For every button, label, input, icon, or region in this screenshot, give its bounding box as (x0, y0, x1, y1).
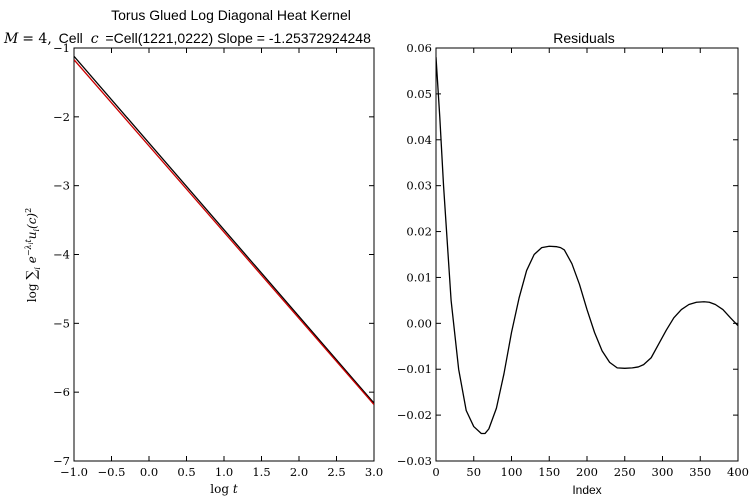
ylabel-part: (c) (25, 213, 39, 229)
left-xtick-label: 2.5 (327, 465, 345, 479)
left-xtick-label: 1.0 (215, 465, 233, 479)
left-xlabel: log t (210, 482, 238, 496)
right-chart-title: Residuals (553, 30, 614, 46)
right-xtick-label: 250 (614, 465, 636, 479)
left-xtick-label: −1.0 (60, 465, 88, 479)
right-xtick-label: 350 (689, 465, 711, 479)
right-ytick-label: −0.03 (397, 454, 432, 468)
left-axes-ticks: −1.0 −0.5 0.0 0.5 1.0 1.5 2.0 2.5 3.0 −1 −2 −3 −4 −5 −… (53, 41, 383, 479)
right-ytick-label: −0.01 (397, 362, 432, 376)
ylabel-part: t (24, 238, 33, 242)
left-xtick-label: −0.5 (98, 465, 126, 479)
left-series-line-0 (74, 55, 374, 404)
right-xtick-label: 300 (652, 465, 674, 479)
right-ytick-label: 0.02 (406, 225, 432, 239)
left-xtick-label: 0.0 (140, 465, 158, 479)
right-xtick-label: 0 (432, 465, 439, 479)
subtitle-eq4: = 4, (22, 31, 52, 47)
ylabel-part: 2 (24, 208, 33, 213)
right-series-line-0 (436, 57, 738, 435)
left-ytick-label: −7 (53, 454, 70, 468)
right-xtick-label: 400 (727, 465, 749, 479)
right-axes-ticks: 0 50 100 150 200 250 300 350 400 0.06 0.05 0.04 0.03… (397, 41, 749, 479)
left-xtick-label: 0.5 (177, 465, 195, 479)
right-xtick-label: 150 (538, 465, 560, 479)
subtitle-rest: =Cell(1221,0222) Slope = -1.25372924248 (105, 30, 371, 46)
right-axes-frame (435, 47, 739, 462)
left-chart-title: Torus Glued Log Diagonal Heat Kernel (111, 7, 351, 23)
right-xlabel: Index (572, 483, 601, 497)
ylabel-part: −λ (24, 244, 33, 256)
ylabel-part: i (33, 267, 42, 270)
left-axes-frame (73, 47, 375, 462)
ylabel-part: e (25, 256, 39, 267)
subtitle-c: c (91, 31, 99, 47)
right-ytick-label: 0.05 (406, 87, 432, 101)
ylabel-part: i (32, 229, 41, 232)
right-ytick-label: 0.01 (406, 270, 432, 284)
left-ytick-label: −5 (53, 316, 70, 330)
left-xtick-label: 3.0 (365, 465, 383, 479)
left-ytick-label: −1 (53, 41, 70, 55)
left-ylabel: log ∑i e−λitui(c)2 (24, 208, 42, 302)
xlabel-t: t (233, 482, 238, 496)
right-ytick-label: 0.04 (406, 133, 432, 147)
left-series-group (74, 55, 374, 405)
left-ytick-label: −2 (53, 110, 70, 124)
ylabel-part: u (25, 232, 39, 240)
right-series-group (436, 57, 738, 435)
right-xtick-label: 100 (501, 465, 523, 479)
left-ytick-label: −4 (53, 248, 70, 262)
subtitle-m: M (3, 31, 19, 47)
subtitle-cell-word: Cell (59, 30, 83, 46)
ylabel-part: i (28, 242, 35, 244)
right-ytick-label: 0.03 (406, 179, 432, 193)
right-ytick-label: 0.06 (406, 41, 432, 55)
right-ytick-label: 0.00 (406, 316, 432, 330)
left-series-line-1 (74, 59, 374, 405)
right-xtick-label: 50 (466, 465, 481, 479)
left-xtick-label: 2.0 (290, 465, 308, 479)
ylabel-part: ∑ (24, 270, 40, 280)
left-ytick-label: −6 (53, 385, 70, 399)
left-xtick-label: 1.5 (252, 465, 270, 479)
right-xtick-label: 200 (576, 465, 598, 479)
xlabel-log: log (210, 482, 233, 496)
left-ytick-label: −3 (53, 179, 70, 193)
right-ytick-label: −0.02 (397, 408, 432, 422)
ylabel-part: log (25, 280, 39, 303)
left-chart-subtitle: M = 4, Cell c =Cell(1221,0222) Slope = -… (3, 30, 371, 47)
